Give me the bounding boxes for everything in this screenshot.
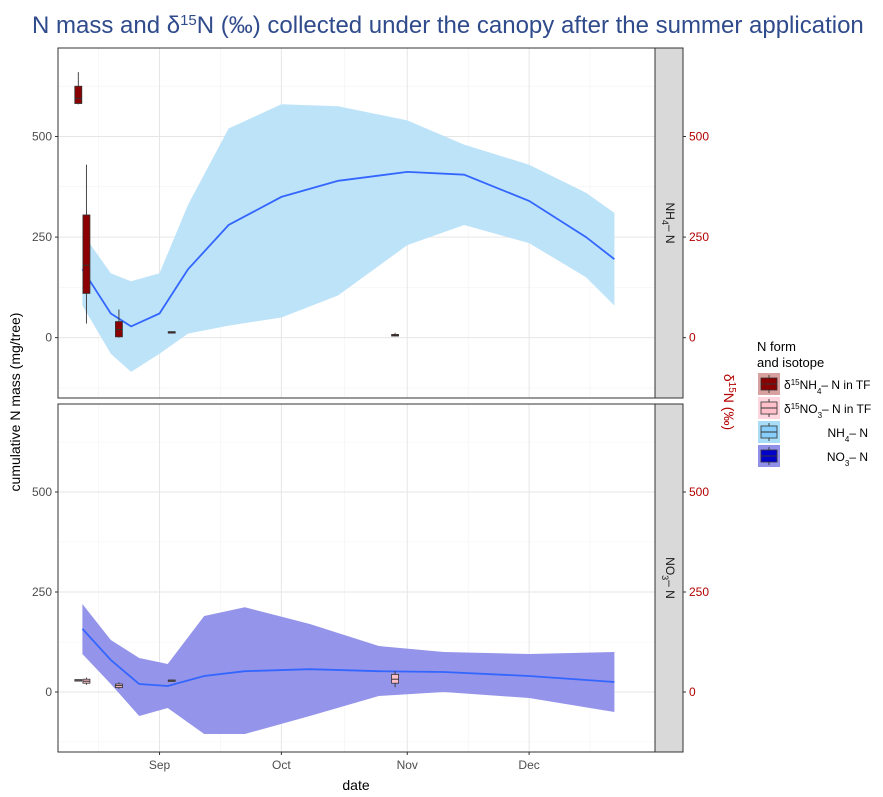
legend-title: N form [757,339,796,354]
x-tick-label: Nov [397,758,418,772]
secondary-y-axis-title: δ15N (‰) [721,374,738,430]
y-tick-label: 0 [45,685,52,699]
plot-area: NH4– N 0 250 500 0 250 500 NO3– N 0 250 500 0 250 500… [32,47,709,772]
boxplot [167,679,176,682]
x-tick-label: Sep [149,758,171,772]
legend-label: δ15NH4– N in TF [784,378,871,396]
box-iqr [74,85,83,104]
facet-strip [654,403,684,753]
panel-2: NO3– N 0 250 500 0 250 500 [32,403,709,753]
legend-item: NH4– N [758,421,868,444]
y2-tick-label: 0 [689,331,696,345]
box-iqr [82,214,91,294]
x-axis-title: date [342,777,369,793]
panel-1: NH4– N 0 250 500 0 250 500 [32,47,709,399]
legend-label: NH4– N [828,426,868,444]
y2-tick-label: 500 [689,130,709,144]
legend-label: δ15NO3– N in TF [784,402,871,420]
boxplot [115,309,123,338]
y-tick-label: 250 [32,585,52,599]
legend-item: δ15NH4– N in TF [758,373,871,396]
boxplot [391,332,399,337]
legend-item: NO3– N [758,445,868,468]
boxplot [74,679,83,682]
y-tick-label: 250 [32,230,52,244]
y2-tick-label: 500 [689,485,709,499]
boxplot [391,671,399,688]
y-tick-label: 500 [32,130,52,144]
x-tick-label: Dec [518,758,539,772]
smooth-line [81,628,615,687]
confidence-ribbon [82,604,615,734]
smooth-line [81,170,615,328]
y2-tick-label: 250 [689,585,709,599]
legend-title: and isotope [757,355,824,370]
boxplot [115,682,123,689]
y-tick-label: 500 [32,485,52,499]
confidence-ribbon [82,104,615,372]
facet-strip [654,47,684,399]
legend-label: NO3– N [827,450,868,468]
boxplot [74,72,83,105]
x-tick-label: Oct [272,758,291,772]
y-tick-label: 0 [45,331,52,345]
boxplot [167,331,176,334]
y2-tick-label: 250 [689,230,709,244]
facet-strip-label: NH4– N [660,202,677,243]
y-axis-title: cumulative N mass (mg/tree) [7,313,23,492]
y2-tick-label: 0 [689,685,696,699]
boxplot [82,164,91,324]
chart-title: N mass and δ15N (‰) collected under the … [32,12,864,40]
boxplot [82,677,91,685]
facet-strip-label: NO3– N [660,557,677,599]
legend-item: δ15NO3– N in TF [758,397,871,420]
